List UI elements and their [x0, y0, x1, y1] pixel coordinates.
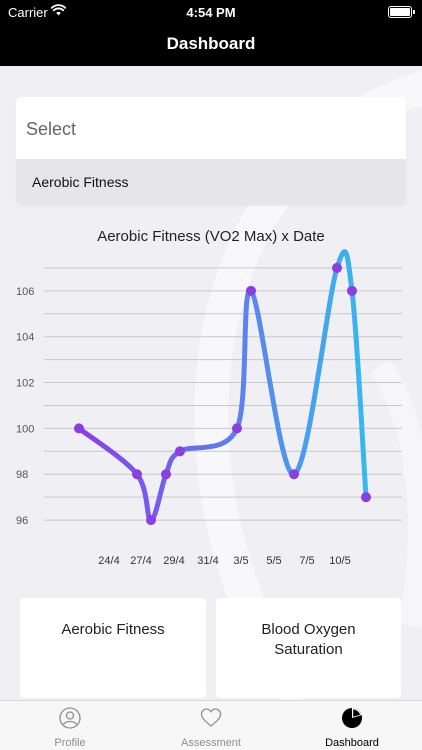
tab-assessment[interactable]: Assessment [141, 701, 281, 750]
data-point[interactable] [74, 423, 84, 434]
tab-bar: Profile Assessment Dashboard [0, 700, 422, 750]
x-tick-label: 10/5 [329, 555, 350, 567]
data-point[interactable] [332, 262, 342, 273]
card-title: Aerobic Fitness [61, 621, 165, 638]
blood-oxygen-card[interactable]: Blood Oxygen Saturation [216, 598, 401, 698]
y-tick-label: 98 [16, 469, 28, 481]
x-tick-label: 27/4 [130, 555, 151, 567]
chart-title: Aerobic Fitness (VO2 Max) x Date [97, 228, 325, 245]
data-point[interactable] [347, 285, 357, 296]
select-field[interactable]: Select [26, 119, 77, 139]
x-tick-label: 3/5 [233, 555, 248, 567]
heart-icon [200, 708, 222, 727]
x-tick-label: 29/4 [163, 555, 184, 567]
carrier-label: Carrier [8, 5, 48, 20]
status-bar: Carrier 4:54 PM [0, 0, 422, 26]
tab-label: Assessment [181, 737, 241, 749]
data-point[interactable] [289, 469, 299, 480]
data-point[interactable] [161, 469, 171, 480]
tab-dashboard[interactable]: Dashboard [282, 701, 422, 750]
navigation-bar: Dashboard [0, 26, 422, 66]
pie-chart-icon [342, 708, 362, 728]
tab-label: Profile [54, 737, 86, 749]
data-point[interactable] [361, 492, 371, 503]
x-tick-label: 24/4 [98, 555, 119, 567]
metric-select[interactable]: Select Aerobic Fitness [16, 97, 406, 205]
series-line [76, 249, 369, 523]
page-title: Dashboard [166, 34, 256, 53]
x-tick-label: 31/4 [197, 555, 218, 567]
card-title: Blood Oxygen Saturation [261, 621, 356, 658]
x-tick-label: 7/5 [299, 555, 314, 567]
y-tick-label: 96 [16, 515, 28, 527]
tab-profile[interactable]: Profile [0, 701, 140, 750]
data-point[interactable] [246, 285, 256, 296]
line-chart: 96 98 100 102 104 106 24/4 27/4 29/4 31/4 3/5 5/5 7… [16, 249, 402, 567]
data-point[interactable] [175, 446, 185, 457]
y-tick-label: 100 [16, 423, 34, 435]
y-tick-label: 102 [16, 378, 34, 390]
y-tick-label: 106 [16, 286, 34, 298]
battery-icon [388, 6, 415, 18]
clock: 4:54 PM [186, 5, 236, 20]
select-option-aerobic-fitness[interactable]: Aerobic Fitness [16, 159, 406, 205]
data-point[interactable] [232, 423, 242, 434]
data-point[interactable] [146, 515, 156, 526]
tab-label: Dashboard [325, 737, 379, 749]
x-tick-label: 5/5 [266, 555, 281, 567]
profile-icon [59, 707, 81, 729]
data-point[interactable] [132, 469, 142, 480]
wifi-icon [51, 4, 66, 16]
aerobic-fitness-card[interactable]: Aerobic Fitness [20, 598, 206, 698]
y-tick-label: 104 [16, 332, 34, 344]
